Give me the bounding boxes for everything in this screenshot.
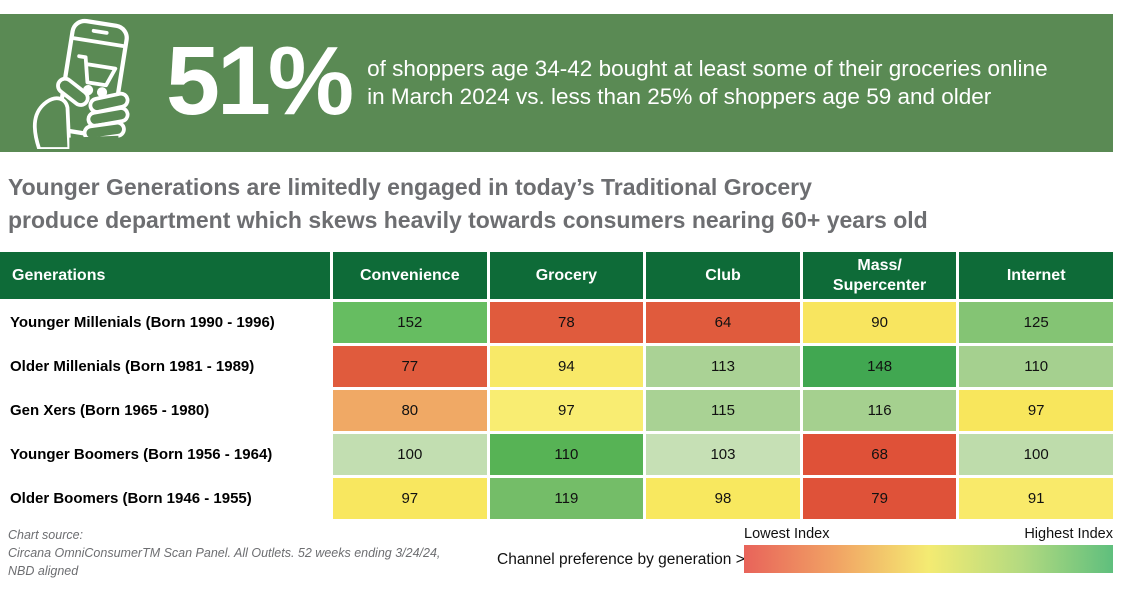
heatmap-table: Generations Convenience Grocery Club Mass/ S… (0, 252, 1113, 519)
chart-source-note: Chart source: Circana OmniConsumerTM Sca… (8, 527, 440, 580)
stat-description: of shoppers age 34-42 bought at least so… (367, 55, 1048, 109)
index-legend: Lowest Index Highest Index (744, 526, 1113, 573)
col-header-generations: Generations (0, 252, 330, 299)
col-header-internet: Internet (959, 252, 1113, 299)
col-header-club: Club (646, 252, 800, 299)
row-label-older-boomers-born-1946-1955: Older Boomers (Born 1946 - 1955) (0, 478, 330, 519)
col-header-convenience: Convenience (333, 252, 487, 299)
heatmap-cell: 148 (802, 346, 957, 387)
heatmap-cell: 116 (802, 390, 957, 431)
hand-shape (32, 76, 130, 149)
legend-gradient-bar (744, 545, 1113, 573)
legend-low-label: Lowest Index (744, 526, 830, 542)
source-line: NBD aligned (8, 563, 79, 578)
source-line: Circana OmniConsumerTM Scan Panel. All O… (8, 545, 441, 560)
heatmap-cell: 90 (802, 302, 957, 343)
heatmap-cell: 68 (802, 434, 957, 475)
heatmap-cell: 113 (646, 346, 800, 387)
col-header-mass-supercenter: Mass/ Supercenter (802, 252, 957, 299)
col-header-grocery: Grocery (489, 252, 644, 299)
row-label-younger-millenials-born-1990-1996: Younger Millenials (Born 1990 - 1996) (0, 302, 330, 343)
hand-holding-phone-with-shopping-cart-icon (32, 18, 130, 149)
heatmap-cell: 94 (489, 346, 644, 387)
row-label-younger-boomers-born-1956-1964: Younger Boomers (Born 1956 - 1964) (0, 434, 330, 475)
heatmap-cell: 103 (646, 434, 800, 475)
stat-value: 51% (166, 25, 354, 135)
heatmap-cell: 77 (333, 346, 487, 387)
heatmap-cell: 119 (489, 478, 644, 519)
heatmap-cell: 97 (333, 478, 487, 519)
row-label-gen-xers-born-1965-1980: Gen Xers (Born 1965 - 1980) (0, 390, 330, 431)
heatmap-cell: 78 (489, 302, 644, 343)
heatmap-cell: 80 (333, 390, 487, 431)
heatmap-cell: 97 (489, 390, 644, 431)
legend-high-label: Highest Index (1024, 526, 1113, 542)
heatmap-cell: 91 (959, 478, 1113, 519)
heatmap-cell: 110 (959, 346, 1113, 387)
legend-caption: Channel preference by generation > (497, 551, 745, 568)
heatmap-cell: 64 (646, 302, 800, 343)
row-label-older-millenials-born-1981-1989: Older Millenials (Born 1981 - 1989) (0, 346, 330, 387)
heatmap-cell: 100 (333, 434, 487, 475)
source-line: Chart source: (8, 528, 84, 542)
heatmap-cell: 100 (959, 434, 1113, 475)
heatmap-cell: 110 (489, 434, 644, 475)
heatmap-cell: 115 (646, 390, 800, 431)
heatmap-cell: 97 (959, 390, 1113, 431)
heatmap-cell: 125 (959, 302, 1113, 343)
heatmap-cell: 152 (333, 302, 487, 343)
page-title: Younger Generations are limitedly engage… (8, 174, 928, 233)
heatmap-cell: 79 (802, 478, 957, 519)
stat-banner: 51% of shoppers age 34-42 bought at leas… (0, 14, 1113, 152)
heatmap-cell: 98 (646, 478, 800, 519)
